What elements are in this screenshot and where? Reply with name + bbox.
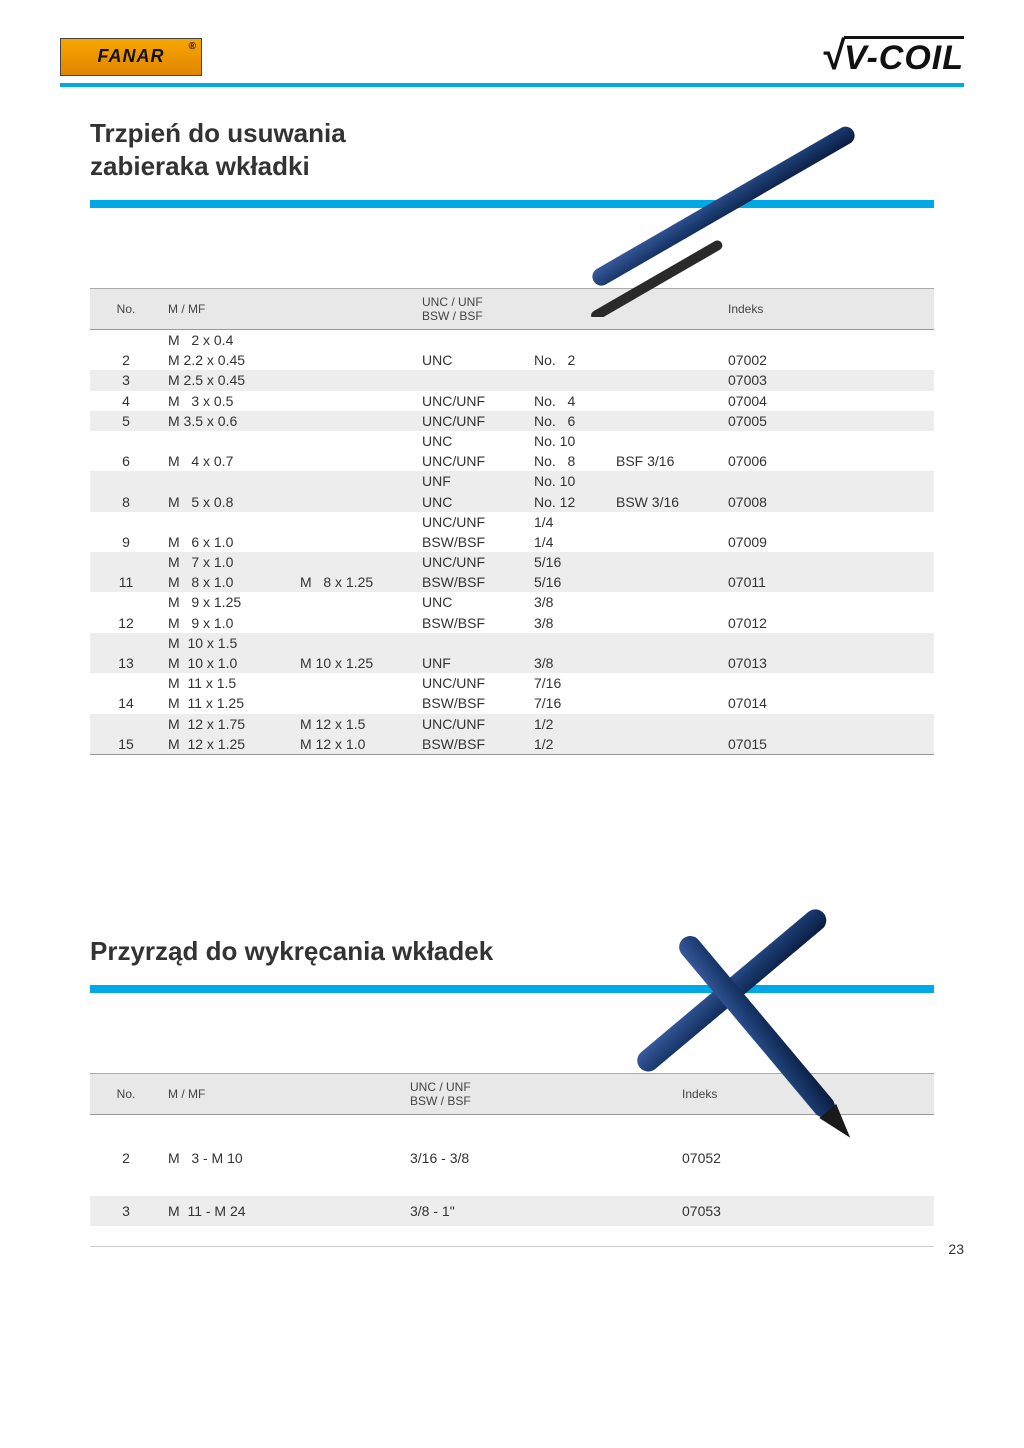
table-row: M 11 x 1.5UNC/UNF7/16 <box>90 673 934 693</box>
mandrel-tool-image <box>524 97 884 317</box>
fanar-logo-text: FANAR <box>98 46 165 67</box>
header-divider <box>60 83 964 87</box>
fanar-logo: FANAR ® <box>60 38 202 76</box>
table-row: 13M 10 x 1.0M 10 x 1.25UNF3/807013 <box>90 653 934 673</box>
th-no: No. <box>90 289 162 330</box>
table-row: 3M 11 - M 243/8 - 1"07053 <box>90 1196 934 1226</box>
page-number: 23 <box>948 1241 964 1257</box>
table-row: 11M 8 x 1.0M 8 x 1.25BSW/BSF5/1607011 <box>90 572 934 592</box>
table-row: UNC/UNF1/4 <box>90 512 934 532</box>
extractor-tool-image <box>574 855 914 1155</box>
vcoil-logo-text: V-COIL <box>844 39 964 77</box>
table-row: 2M 2.2 x 0.45UNCNo. 207002 <box>90 350 934 370</box>
table-row: UNFNo. 10 <box>90 471 934 491</box>
table-row: 15M 12 x 1.25M 12 x 1.0BSW/BSF1/207015 <box>90 734 934 755</box>
table1: No. M / MF UNC / UNF BSW / BSF Indeks M … <box>90 288 934 755</box>
table-row: 3M 2.5 x 0.4507003 <box>90 370 934 390</box>
registered-mark: ® <box>189 41 197 52</box>
table-row: M 12 x 1.75M 12 x 1.5UNC/UNF1/2 <box>90 714 934 734</box>
th2-m: M / MF <box>162 1074 404 1115</box>
table-row: 4M 3 x 0.5UNC/UNFNo. 407004 <box>90 391 934 411</box>
table-row: M 9 x 1.25UNC3/8 <box>90 592 934 612</box>
table-row: 6M 4 x 0.7UNC/UNFNo. 8BSF 3/1607006 <box>90 451 934 471</box>
table-row: 14M 11 x 1.25BSW/BSF7/1607014 <box>90 693 934 713</box>
table-row: M 7 x 1.0UNC/UNF5/16 <box>90 552 934 572</box>
table-row: 12M 9 x 1.0BSW/BSF3/807012 <box>90 613 934 633</box>
vcoil-logo: √V-COIL <box>821 34 964 79</box>
th2-no: No. <box>90 1074 162 1115</box>
table-row: 9M 6 x 1.0BSW/BSF1/407009 <box>90 532 934 552</box>
table-row: UNCNo. 10 <box>90 431 934 451</box>
th-m: M / MF <box>162 289 416 330</box>
table-row: 5M 3.5 x 0.6UNC/UNFNo. 607005 <box>90 411 934 431</box>
table-row: M 2 x 0.4 <box>90 330 934 351</box>
table-row: 8M 5 x 0.8UNCNo. 12BSW 3/1607008 <box>90 492 934 512</box>
table-row: M 10 x 1.5 <box>90 633 934 653</box>
